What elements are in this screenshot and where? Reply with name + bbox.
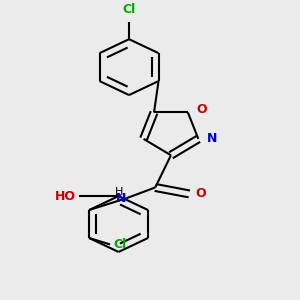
Text: N: N [207, 132, 217, 146]
Text: HO: HO [56, 190, 76, 202]
Text: N: N [116, 192, 126, 205]
Text: H: H [115, 187, 124, 197]
Text: O: O [195, 188, 206, 200]
Text: O: O [196, 103, 207, 116]
Text: Cl: Cl [122, 3, 136, 16]
Text: Cl: Cl [113, 238, 126, 251]
